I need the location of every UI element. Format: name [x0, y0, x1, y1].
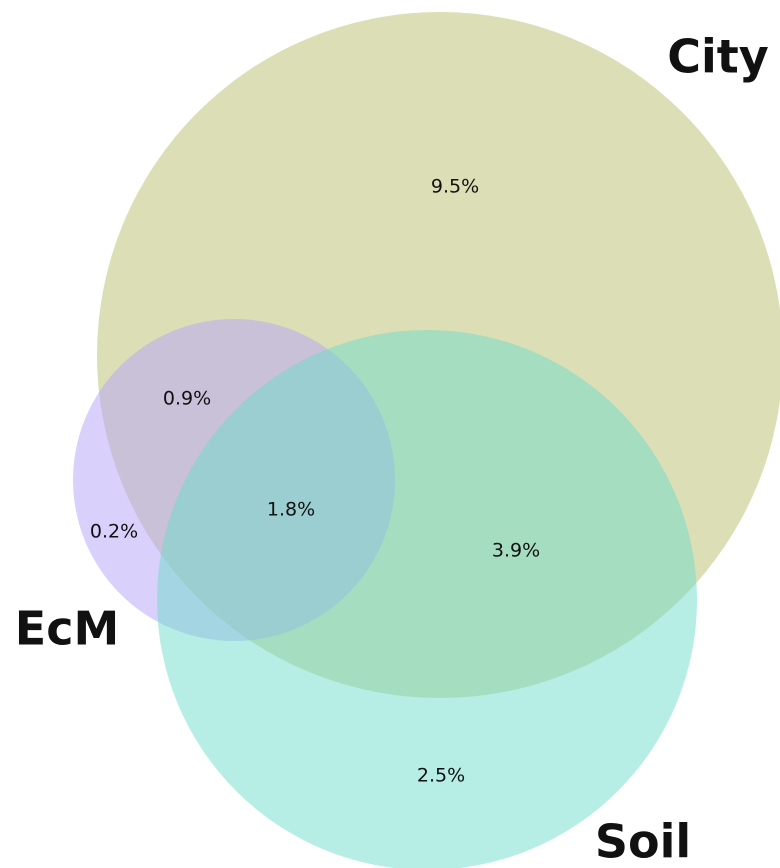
- region-label: 0.2%: [90, 521, 138, 543]
- region-label: 2.5%: [417, 765, 465, 787]
- set-name: Soil: [595, 815, 691, 868]
- set-name: EcM: [15, 602, 119, 656]
- set-circle: [157, 330, 697, 868]
- region-label: 3.9%: [492, 540, 540, 562]
- region-label: 9.5%: [431, 176, 479, 198]
- region-label: 1.8%: [267, 499, 315, 521]
- set-name: City: [667, 30, 769, 84]
- region-label: 0.9%: [163, 388, 211, 410]
